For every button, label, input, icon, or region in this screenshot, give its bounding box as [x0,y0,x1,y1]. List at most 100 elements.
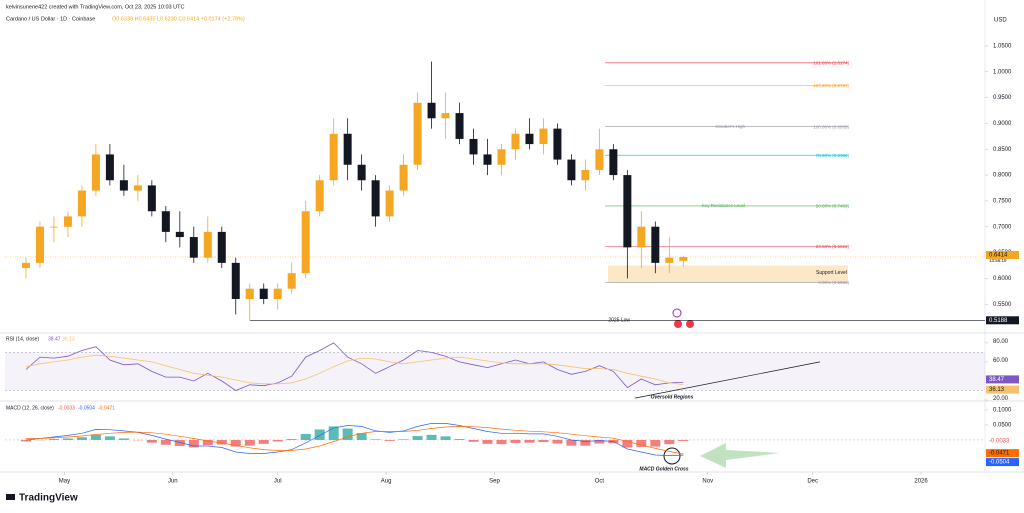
y-tick-label: 1.0500 [993,44,1012,50]
macd-histogram-bar [188,439,199,448]
fib-label: 161.80% (1.0174) [813,61,849,66]
y-tick-label: 20.00 [993,396,1009,402]
y-tick-label: 0.7000 [993,224,1012,230]
y-tick-label: 0.9000 [993,121,1012,127]
candle-body [581,169,590,181]
candle-body [203,231,212,258]
candle-body [119,180,128,191]
price-tag [986,449,1019,458]
macd-histogram-bar [62,438,73,440]
price-tag [986,316,1019,325]
x-tick-label: Aug [381,479,392,485]
macd-histogram-bar [230,439,241,447]
macd-histogram-bar [468,439,479,442]
candle-body [511,133,520,150]
candle-body [623,175,632,248]
macd-histogram-bar [664,439,675,445]
candle-body [469,138,478,155]
macd-histogram-bar [174,439,185,446]
rsi-value: 38.47 [48,336,61,342]
macd-histogram-bar [258,439,269,444]
macd-histogram-bar [482,439,493,444]
candle-body [315,180,324,212]
x-tick-label: Jun [168,479,178,485]
macd-histogram-bar [636,439,647,447]
candle-body [455,113,464,139]
candle-body [385,190,394,217]
macd-histogram-bar [524,439,535,443]
candle-body [553,128,562,160]
macd-histogram-bar [426,434,437,440]
macd-histogram-bar [90,434,101,440]
event-icon [674,320,682,328]
macd-histogram-bar [104,436,115,440]
candle-body [259,288,268,300]
candle-body [371,180,380,217]
macd-histogram-bar [356,433,367,440]
macd-histogram-bar [370,439,381,440]
macd-histogram-bar [300,433,311,440]
macd-histogram-bar [328,426,339,440]
y-tick-label: 1.0000 [993,69,1012,75]
highlight-circle [663,447,681,465]
candle-body [609,149,618,176]
candle-body [497,149,506,165]
candle-body [175,231,184,238]
macd-histogram-bar [48,439,59,440]
macd-histogram-bar [160,439,171,445]
macd-line [26,426,684,455]
candle-body [539,128,548,145]
macd-value: -0.0504 [78,405,95,411]
macd-histogram-bar [314,429,325,440]
x-tick-label: 2026 [914,479,928,485]
macd-histogram-bar [398,439,409,440]
support-zone [608,265,848,283]
candle-body [301,211,310,274]
x-tick-label: Jul [274,479,282,485]
fib-label: 23.60% (0.6622) [816,244,850,249]
logo-mark [6,494,15,500]
rsi-annotation: Oversold Regions [651,394,694,400]
candle-body [77,190,86,217]
candle-body [651,226,660,263]
candle-body [105,154,114,181]
x-tick-label: Nov [702,479,713,485]
macd-annotation: MACD Golden Cross [639,466,688,472]
macd-histogram-bar [384,439,395,441]
macd-histogram-bar [244,439,255,446]
rsi-line [25,342,684,391]
price-tag-label: -0.0504 [989,460,1010,466]
candle-body [49,226,58,228]
macd-histogram-bar [412,436,423,440]
candle-body [189,237,198,258]
candle-body [21,262,30,269]
macd-histogram-bar [496,439,507,445]
macd-histogram-bar [76,437,87,440]
macd-histogram-bar [594,439,605,444]
price-tag [986,375,1019,384]
fib-label: 0.00% (0.5922) [818,280,849,285]
candle-body [343,133,352,165]
candle-body [427,102,436,119]
countdown: 13:56:18 [989,258,1007,263]
price-tag-label: 38.47 [989,377,1005,383]
candle-body [35,226,44,263]
y-tick-label: 0.1000 [993,407,1012,413]
ohlc-readout: O0.6339 H0.6435 L0.6230 C0.6414 +0.0174 … [112,16,245,22]
candle-body [273,288,282,300]
macd-signal-value: -0.0471 [98,405,115,411]
candle-body [287,273,296,289]
candle-body [161,211,170,232]
symbol-title: Cardano / US Dollar · 1D · Coinbase [6,16,95,22]
fib-label: 100.00% (0.8939) [813,124,849,129]
candle-body [245,288,254,300]
price-tag-label: -0.0033 [989,439,1010,445]
y-tick-label: 0.8000 [993,173,1012,179]
candle-body [91,154,100,191]
macd-histogram-bar [510,439,521,443]
price-tag-label: 0.5188 [989,318,1008,324]
rsi-line [25,354,684,385]
macd-histogram-bar [20,439,31,442]
rsi-band [5,352,985,391]
